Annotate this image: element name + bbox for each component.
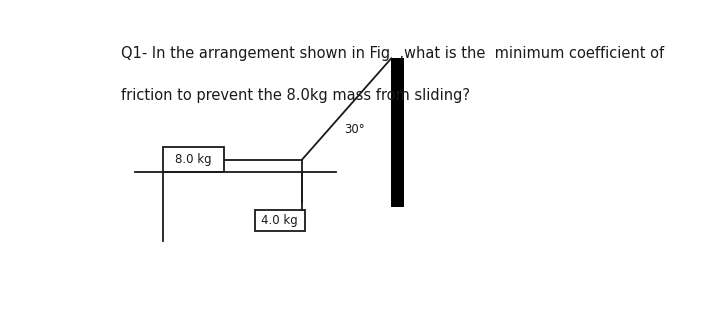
Text: 4.0 kg: 4.0 kg: [261, 214, 298, 227]
Text: friction to prevent the 8.0kg mass from sliding?: friction to prevent the 8.0kg mass from …: [121, 88, 469, 103]
Text: Q1- In the arrangement shown in Fig  ,what is the  minimum coefficient of: Q1- In the arrangement shown in Fig ,wha…: [121, 46, 664, 61]
Bar: [392, 58, 404, 207]
Text: 30°: 30°: [344, 124, 364, 136]
Bar: [255, 210, 305, 231]
Text: 8.0 kg: 8.0 kg: [175, 153, 212, 166]
Bar: [163, 147, 224, 172]
